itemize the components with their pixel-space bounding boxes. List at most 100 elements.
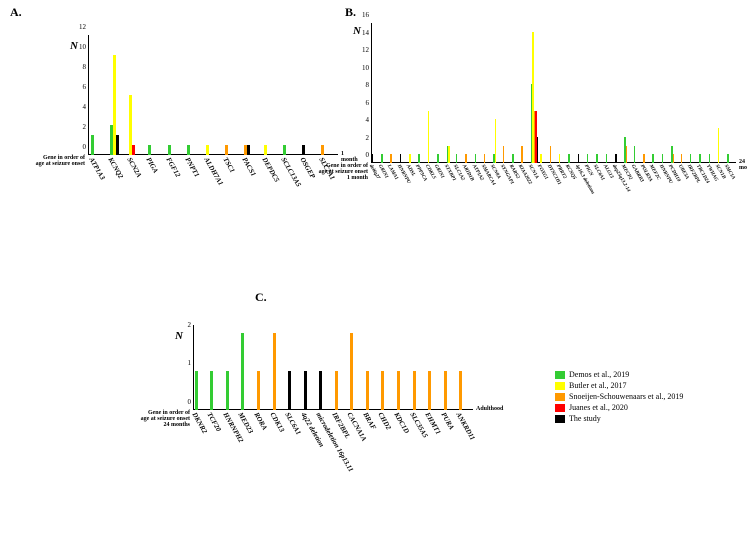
bar [168, 145, 171, 155]
panel-a-label: A. [10, 5, 340, 20]
bar [540, 154, 542, 163]
bar-group [241, 333, 253, 410]
bar [241, 333, 244, 410]
legend-label: Snoeijen-Schouwenaars et al., 2019 [569, 392, 683, 401]
bar [148, 145, 151, 155]
bar [699, 154, 701, 163]
bar-group [681, 154, 689, 163]
axis-note-left: Gene in order ofage at seizure onset24 m… [130, 410, 193, 428]
bar-group [335, 371, 347, 410]
x-category-label: FGF12 [164, 155, 183, 179]
bar [381, 371, 384, 410]
x-category-label: PACS1 [241, 155, 260, 178]
y-tick: 6 [366, 99, 372, 107]
panel-a: A. N 024681012ATP1A3KCNQ2SCN2APIGAFGF12P… [10, 5, 340, 215]
panel-a-ylabel: N [70, 40, 78, 52]
bar [273, 333, 276, 410]
x-category-label: PNPT1 [183, 155, 202, 179]
y-tick: 14 [362, 29, 371, 37]
bar [350, 333, 353, 410]
bar-group [550, 146, 558, 164]
legend-item: Demos et al., 2019 [555, 370, 683, 379]
bar [283, 145, 286, 155]
bar [448, 146, 450, 164]
x-category-label: PIGA [145, 155, 162, 174]
bar [718, 128, 720, 163]
bar-group [437, 154, 445, 163]
bar-group [699, 154, 707, 163]
bar [187, 145, 190, 155]
bar-group [273, 333, 285, 410]
bar [550, 146, 552, 164]
bar [681, 154, 683, 163]
y-tick: 10 [362, 64, 371, 72]
y-tick: 2 [188, 321, 194, 329]
bar [578, 154, 580, 163]
bar [503, 146, 505, 164]
bar [615, 154, 617, 163]
bar-group [148, 145, 162, 155]
bar [512, 154, 514, 163]
bar [662, 154, 664, 163]
bar-group [727, 154, 735, 163]
bar-group [129, 95, 143, 155]
bar [643, 154, 645, 163]
bar [437, 154, 439, 163]
x-category-label: SCN2A [125, 155, 145, 179]
bar [537, 137, 539, 163]
bar [304, 371, 307, 410]
bar-group [559, 154, 567, 163]
bar [456, 154, 458, 163]
bar-group [381, 154, 389, 163]
legend-label: Demos et al., 2019 [569, 370, 629, 379]
panel-c-chart: 012DKNR2TCF20HNRNPH2MED23RORACDK13SLC6A1… [193, 325, 473, 410]
bar [132, 145, 135, 155]
bar [397, 371, 400, 410]
bar [372, 154, 374, 163]
bar-group [521, 146, 529, 164]
panel-c-label: C. [255, 290, 267, 305]
bar-group [475, 154, 483, 163]
y-tick: 10 [79, 43, 88, 51]
legend-swatch [555, 382, 565, 390]
y-axis [371, 23, 372, 163]
bar-group [503, 146, 511, 164]
y-axis [88, 35, 89, 155]
bar-group [226, 371, 238, 410]
x-category-label: ANKRD11 [455, 410, 479, 442]
y-tick: 16 [362, 11, 371, 19]
bar-group [397, 371, 409, 410]
bar-group [366, 371, 378, 410]
bar [381, 154, 383, 163]
bar-group [428, 111, 436, 164]
bar [400, 154, 402, 163]
panel-b-ylabel: N [353, 25, 361, 37]
bar [409, 154, 411, 163]
bar [366, 371, 369, 410]
bar [587, 154, 589, 163]
y-tick: 2 [83, 123, 89, 131]
legend-swatch [555, 393, 565, 401]
bar-group [456, 154, 464, 163]
bar-group [624, 137, 632, 163]
bar [116, 135, 119, 155]
legend-label: Butler et al., 2017 [569, 381, 627, 390]
bar-group [540, 154, 548, 163]
bar [257, 371, 260, 410]
bar-group [643, 154, 651, 163]
bar [247, 145, 250, 155]
bar [634, 146, 636, 164]
bar-group [168, 145, 182, 155]
y-tick: 12 [79, 23, 88, 31]
panel-b: B. N 0246810121416del6q27GRIN1LAMA1HNRNP… [345, 5, 745, 245]
y-tick: 6 [83, 83, 89, 91]
legend-item: Butler et al., 2017 [555, 381, 683, 390]
bar-group [381, 371, 393, 410]
panel-c: C. N 012DKNR2TCF20HNRNPH2MED23RORACDK13S… [155, 290, 485, 490]
x-category-label: CHD2 [377, 410, 395, 431]
bar-group [493, 119, 501, 163]
legend-label: Juanes et al., 2020 [569, 403, 628, 412]
legend-swatch [555, 371, 565, 379]
bar-group [319, 371, 331, 410]
x-category-label: ATP1A3 [87, 155, 108, 181]
